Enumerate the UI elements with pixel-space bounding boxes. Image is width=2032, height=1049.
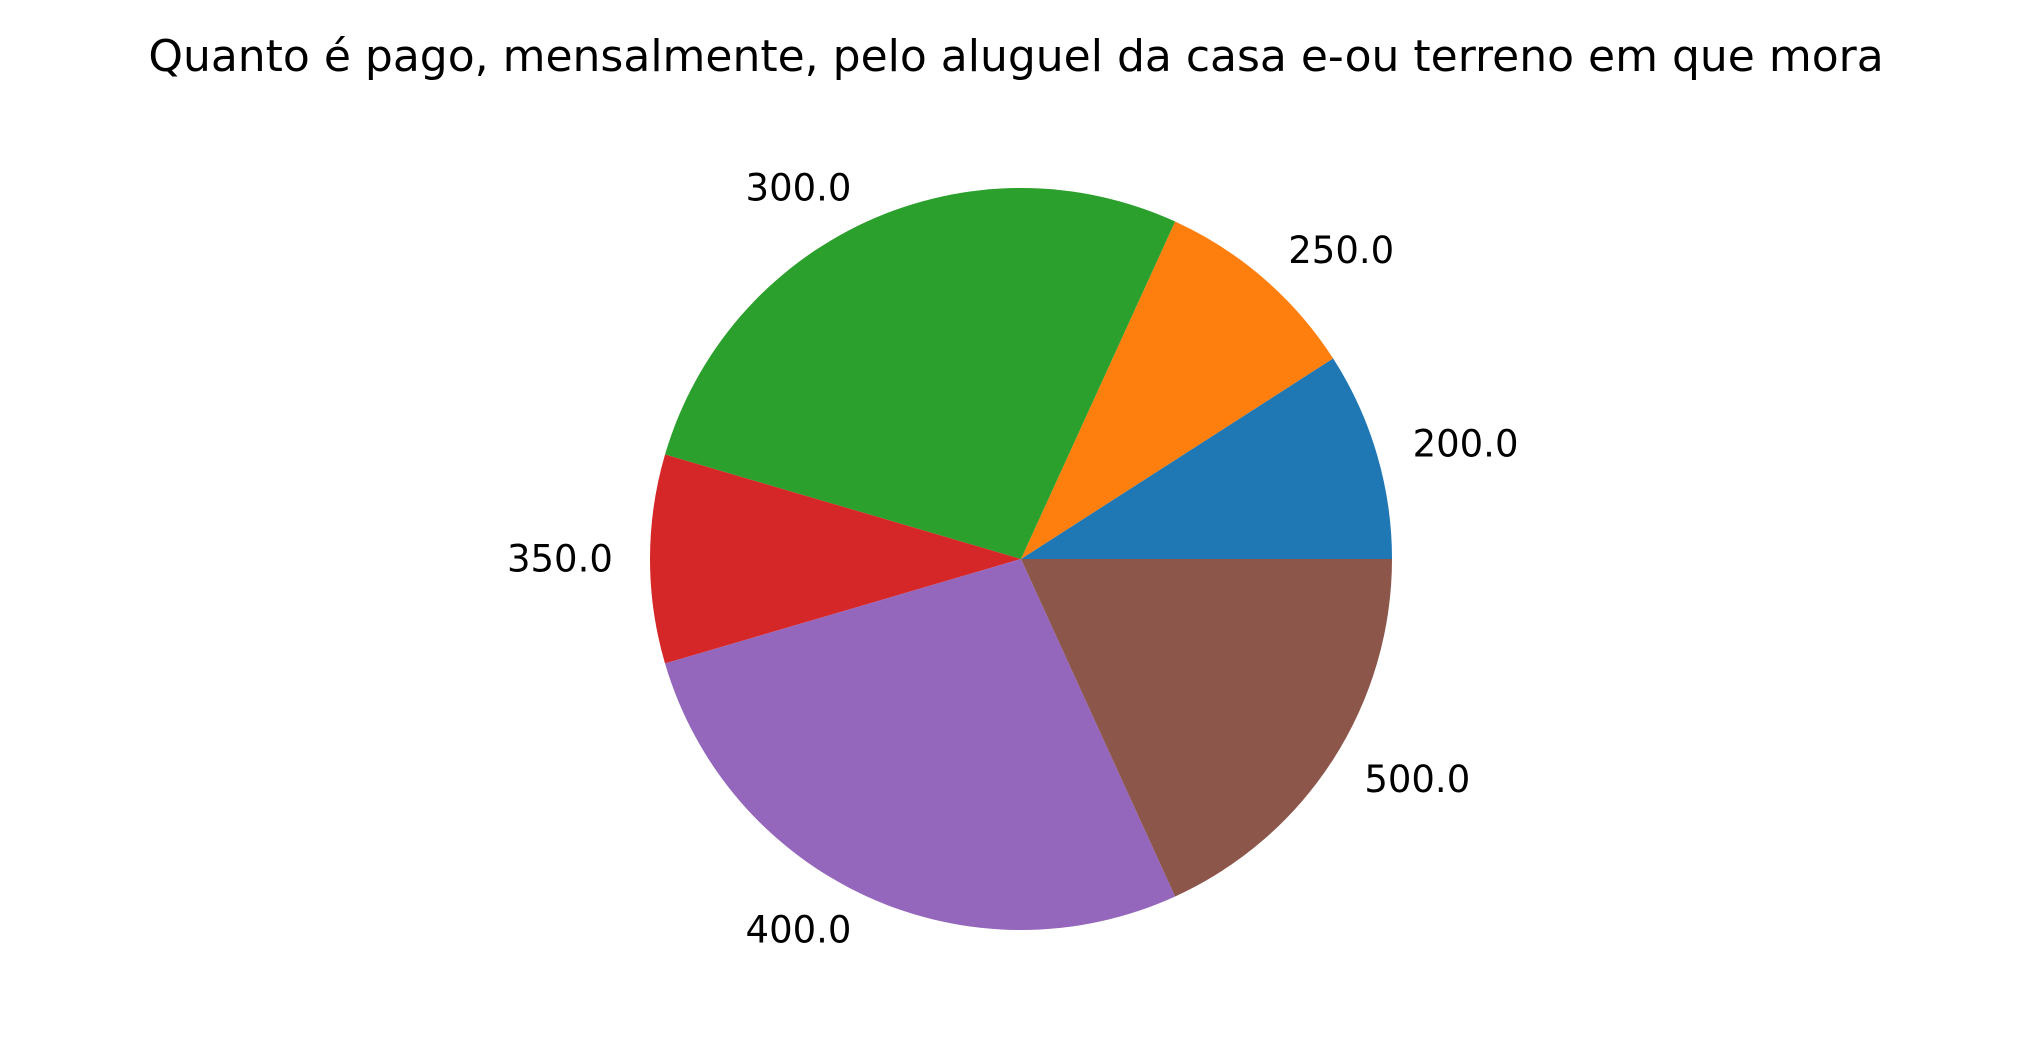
slice-label: 250.0 — [1288, 229, 1394, 272]
slice-label: 300.0 — [746, 166, 852, 209]
pie-slice-300-0 — [665, 188, 1176, 559]
pie-slice-400-0 — [665, 559, 1176, 930]
slice-label: 350.0 — [507, 538, 613, 581]
chart-title: Quanto é pago, mensalmente, pelo aluguel… — [148, 31, 1883, 82]
slice-label: 400.0 — [746, 909, 852, 952]
pie-slice-250-0 — [1021, 221, 1334, 559]
pie-slice-200-0 — [1021, 358, 1392, 559]
pie-slices — [650, 188, 1392, 930]
pie-slice-500-0 — [1021, 559, 1392, 897]
slice-label: 500.0 — [1364, 758, 1470, 801]
pie-labels: 200.0 250.0 300.0 350.0 400.0 500.0 — [507, 166, 1519, 951]
slice-label: 200.0 — [1413, 423, 1519, 466]
pie-slice-350-0 — [650, 454, 1021, 664]
